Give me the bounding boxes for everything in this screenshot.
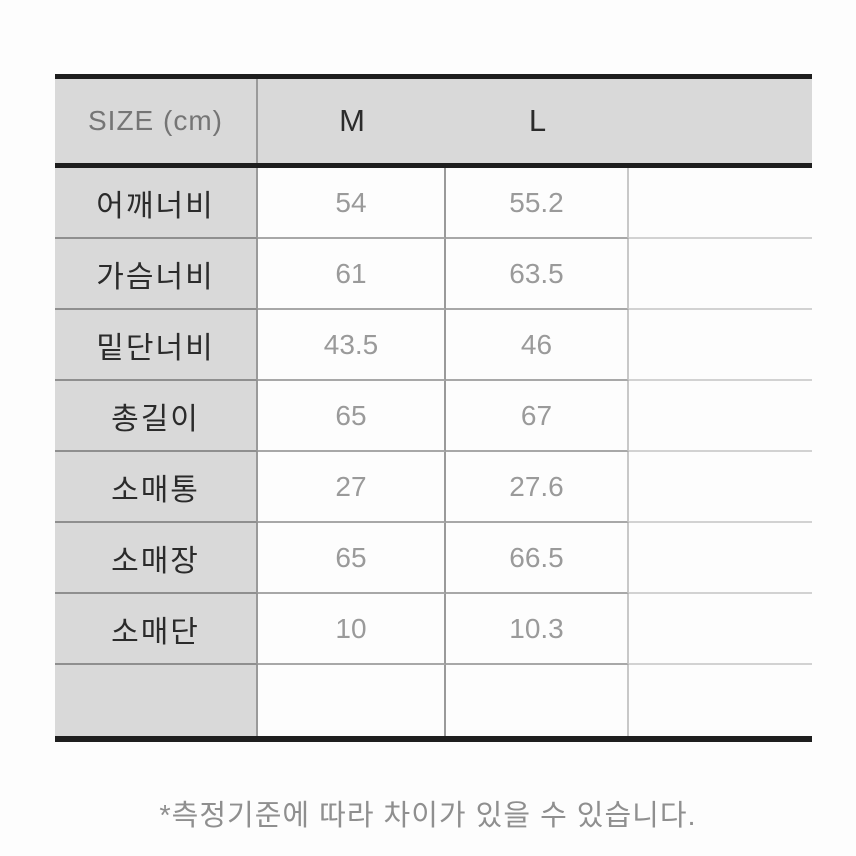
value-l: 46 <box>446 310 629 381</box>
value-l: 67 <box>446 381 629 452</box>
value-l <box>446 665 629 736</box>
size-spec-table: SIZE (cm) M L 어깨너비 54 55.2 가슴너비 61 63.5 … <box>55 74 812 742</box>
value-m <box>258 665 446 736</box>
blank-cell <box>629 594 812 665</box>
value-m: 43.5 <box>258 310 446 381</box>
table-row-sleeve-length: 소매장 65 66.5 <box>55 523 812 594</box>
value-m: 54 <box>258 168 446 239</box>
table-row-shoulder-width: 어깨너비 54 55.2 <box>55 168 812 239</box>
column-header-m: M <box>339 103 365 138</box>
row-label: 가슴너비 <box>55 239 258 310</box>
value-l: 27.6 <box>446 452 629 523</box>
value-m: 65 <box>258 381 446 452</box>
table-row-empty <box>55 665 812 736</box>
table-header-row: SIZE (cm) M L <box>55 79 812 168</box>
value-l: 66.5 <box>446 523 629 594</box>
value-m: 27 <box>258 452 446 523</box>
row-label: 소매단 <box>55 594 258 665</box>
value-m: 10 <box>258 594 446 665</box>
table-row-total-length: 총길이 65 67 <box>55 381 812 452</box>
measurement-disclaimer: *측정기준에 따라 차이가 있을 수 있습니다. <box>159 800 697 832</box>
value-l: 10.3 <box>446 594 629 665</box>
row-label: 어깨너비 <box>55 168 258 239</box>
row-label: 밑단너비 <box>55 310 258 381</box>
table-row-hem-width: 밑단너비 43.5 46 <box>55 310 812 381</box>
value-m: 65 <box>258 523 446 594</box>
column-header-blank <box>629 79 812 163</box>
value-l: 55.2 <box>446 168 629 239</box>
blank-cell <box>629 523 812 594</box>
blank-cell <box>629 381 812 452</box>
value-m: 61 <box>258 239 446 310</box>
size-unit-header: SIZE (cm) <box>55 79 258 163</box>
row-label: 소매통 <box>55 452 258 523</box>
table-row-sleeve-width: 소매통 27 27.6 <box>55 452 812 523</box>
value-l: 63.5 <box>446 239 629 310</box>
row-label: 총길이 <box>55 381 258 452</box>
column-header-l: L <box>528 103 547 138</box>
row-label: 소매장 <box>55 523 258 594</box>
row-label <box>55 665 258 736</box>
blank-cell <box>629 452 812 523</box>
blank-cell <box>629 665 812 736</box>
blank-cell <box>629 168 812 239</box>
table-row-chest-width: 가슴너비 61 63.5 <box>55 239 812 310</box>
blank-cell <box>629 239 812 310</box>
blank-cell <box>629 310 812 381</box>
table-row-sleeve-cuff: 소매단 10 10.3 <box>55 594 812 665</box>
